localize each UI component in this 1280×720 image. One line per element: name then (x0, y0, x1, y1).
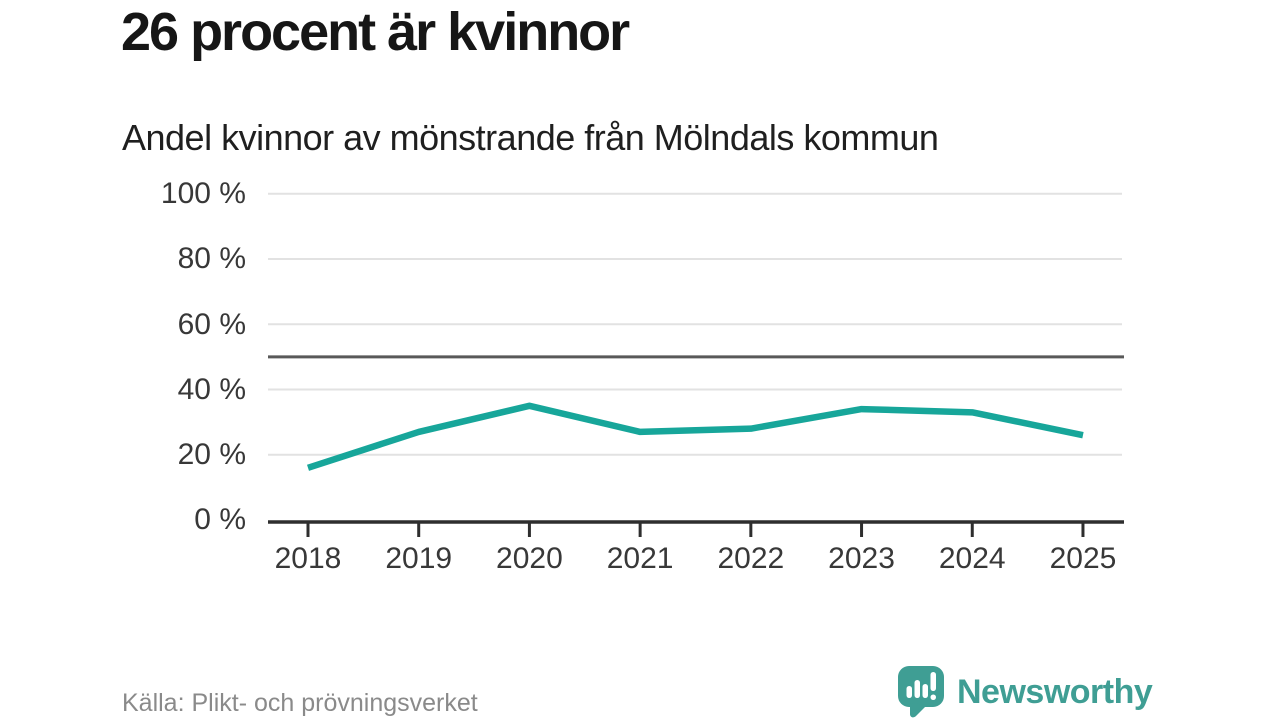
source-note: Källa: Plikt- och prövningsverket (122, 689, 478, 717)
x-tick-label: 2018 (274, 542, 342, 575)
newsworthy-logo-icon (898, 666, 944, 718)
x-tick-label: 2025 (1049, 542, 1117, 575)
chart-subtitle: Andel kvinnor av mönstrande från Mölndal… (122, 117, 939, 158)
x-tick-label: 2022 (717, 542, 785, 575)
x-tick-label: 2020 (496, 542, 563, 575)
newsworthy-wordmark: Newsworthy (957, 673, 1153, 711)
y-tick-label: 40 % (177, 372, 246, 406)
x-tick-label: 2023 (828, 542, 895, 575)
newsworthy-logo: Newsworthy (897, 665, 1153, 719)
y-tick-label: 60 % (177, 307, 246, 341)
y-tick-label: 20 % (177, 438, 246, 471)
y-tick-label: 80 % (177, 242, 246, 276)
page-title: 26 procent är kvinnor (121, 2, 630, 62)
x-tick-label: 2019 (385, 542, 453, 575)
x-tick-label: 2021 (606, 542, 674, 575)
data-line (306, 402, 1084, 471)
y-tick-label: 100 % (160, 177, 246, 210)
x-tick-label: 2024 (938, 542, 1006, 575)
plot-area (268, 192, 1124, 537)
y-tick-label: 0 % (194, 503, 246, 537)
